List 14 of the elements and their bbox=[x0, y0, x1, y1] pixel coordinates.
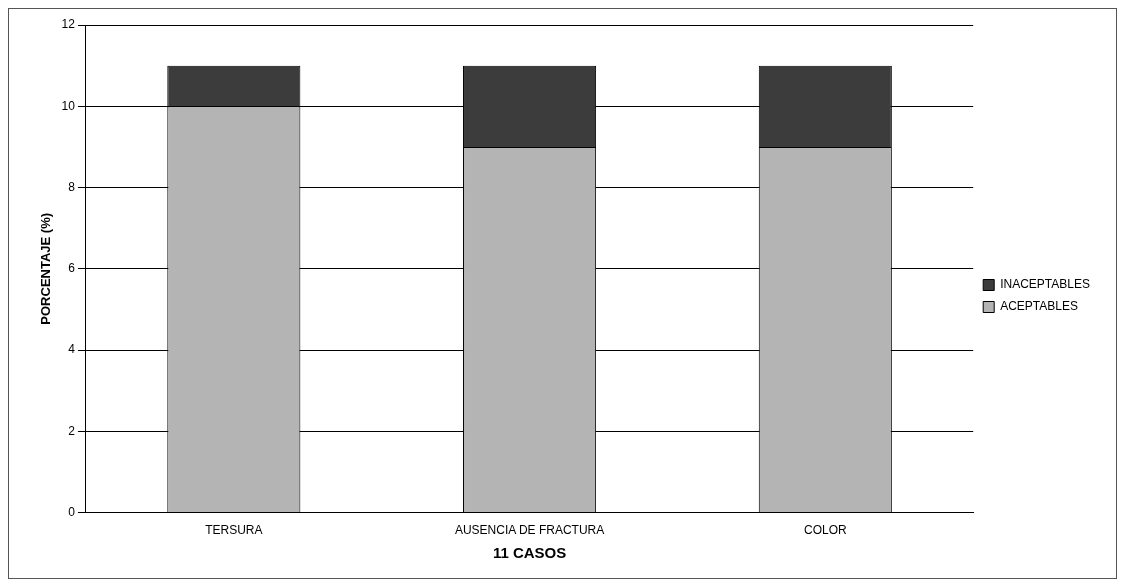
x-tick-label: AUSENCIA DE FRACTURA bbox=[454, 523, 605, 538]
x-axis-title: 11 CASOS bbox=[492, 544, 567, 562]
y-tick-label: 0 bbox=[68, 504, 76, 519]
x-tick-label: COLOR bbox=[803, 523, 847, 538]
y-tick-label: 6 bbox=[68, 261, 76, 276]
y-tick-label: 8 bbox=[68, 179, 76, 194]
legend-label: INACEPTABLES bbox=[1000, 277, 1091, 292]
y-tick-label: 10 bbox=[61, 98, 76, 113]
y-tick-label: 12 bbox=[61, 17, 76, 32]
legend-label: ACEPTABLES bbox=[1000, 299, 1079, 314]
y-tick-label: 4 bbox=[68, 342, 76, 357]
y-tick-label: 2 bbox=[68, 423, 76, 438]
y-axis-title: PORCENTAJE (%) bbox=[38, 212, 54, 325]
x-tick-label: TERSURA bbox=[205, 523, 263, 538]
